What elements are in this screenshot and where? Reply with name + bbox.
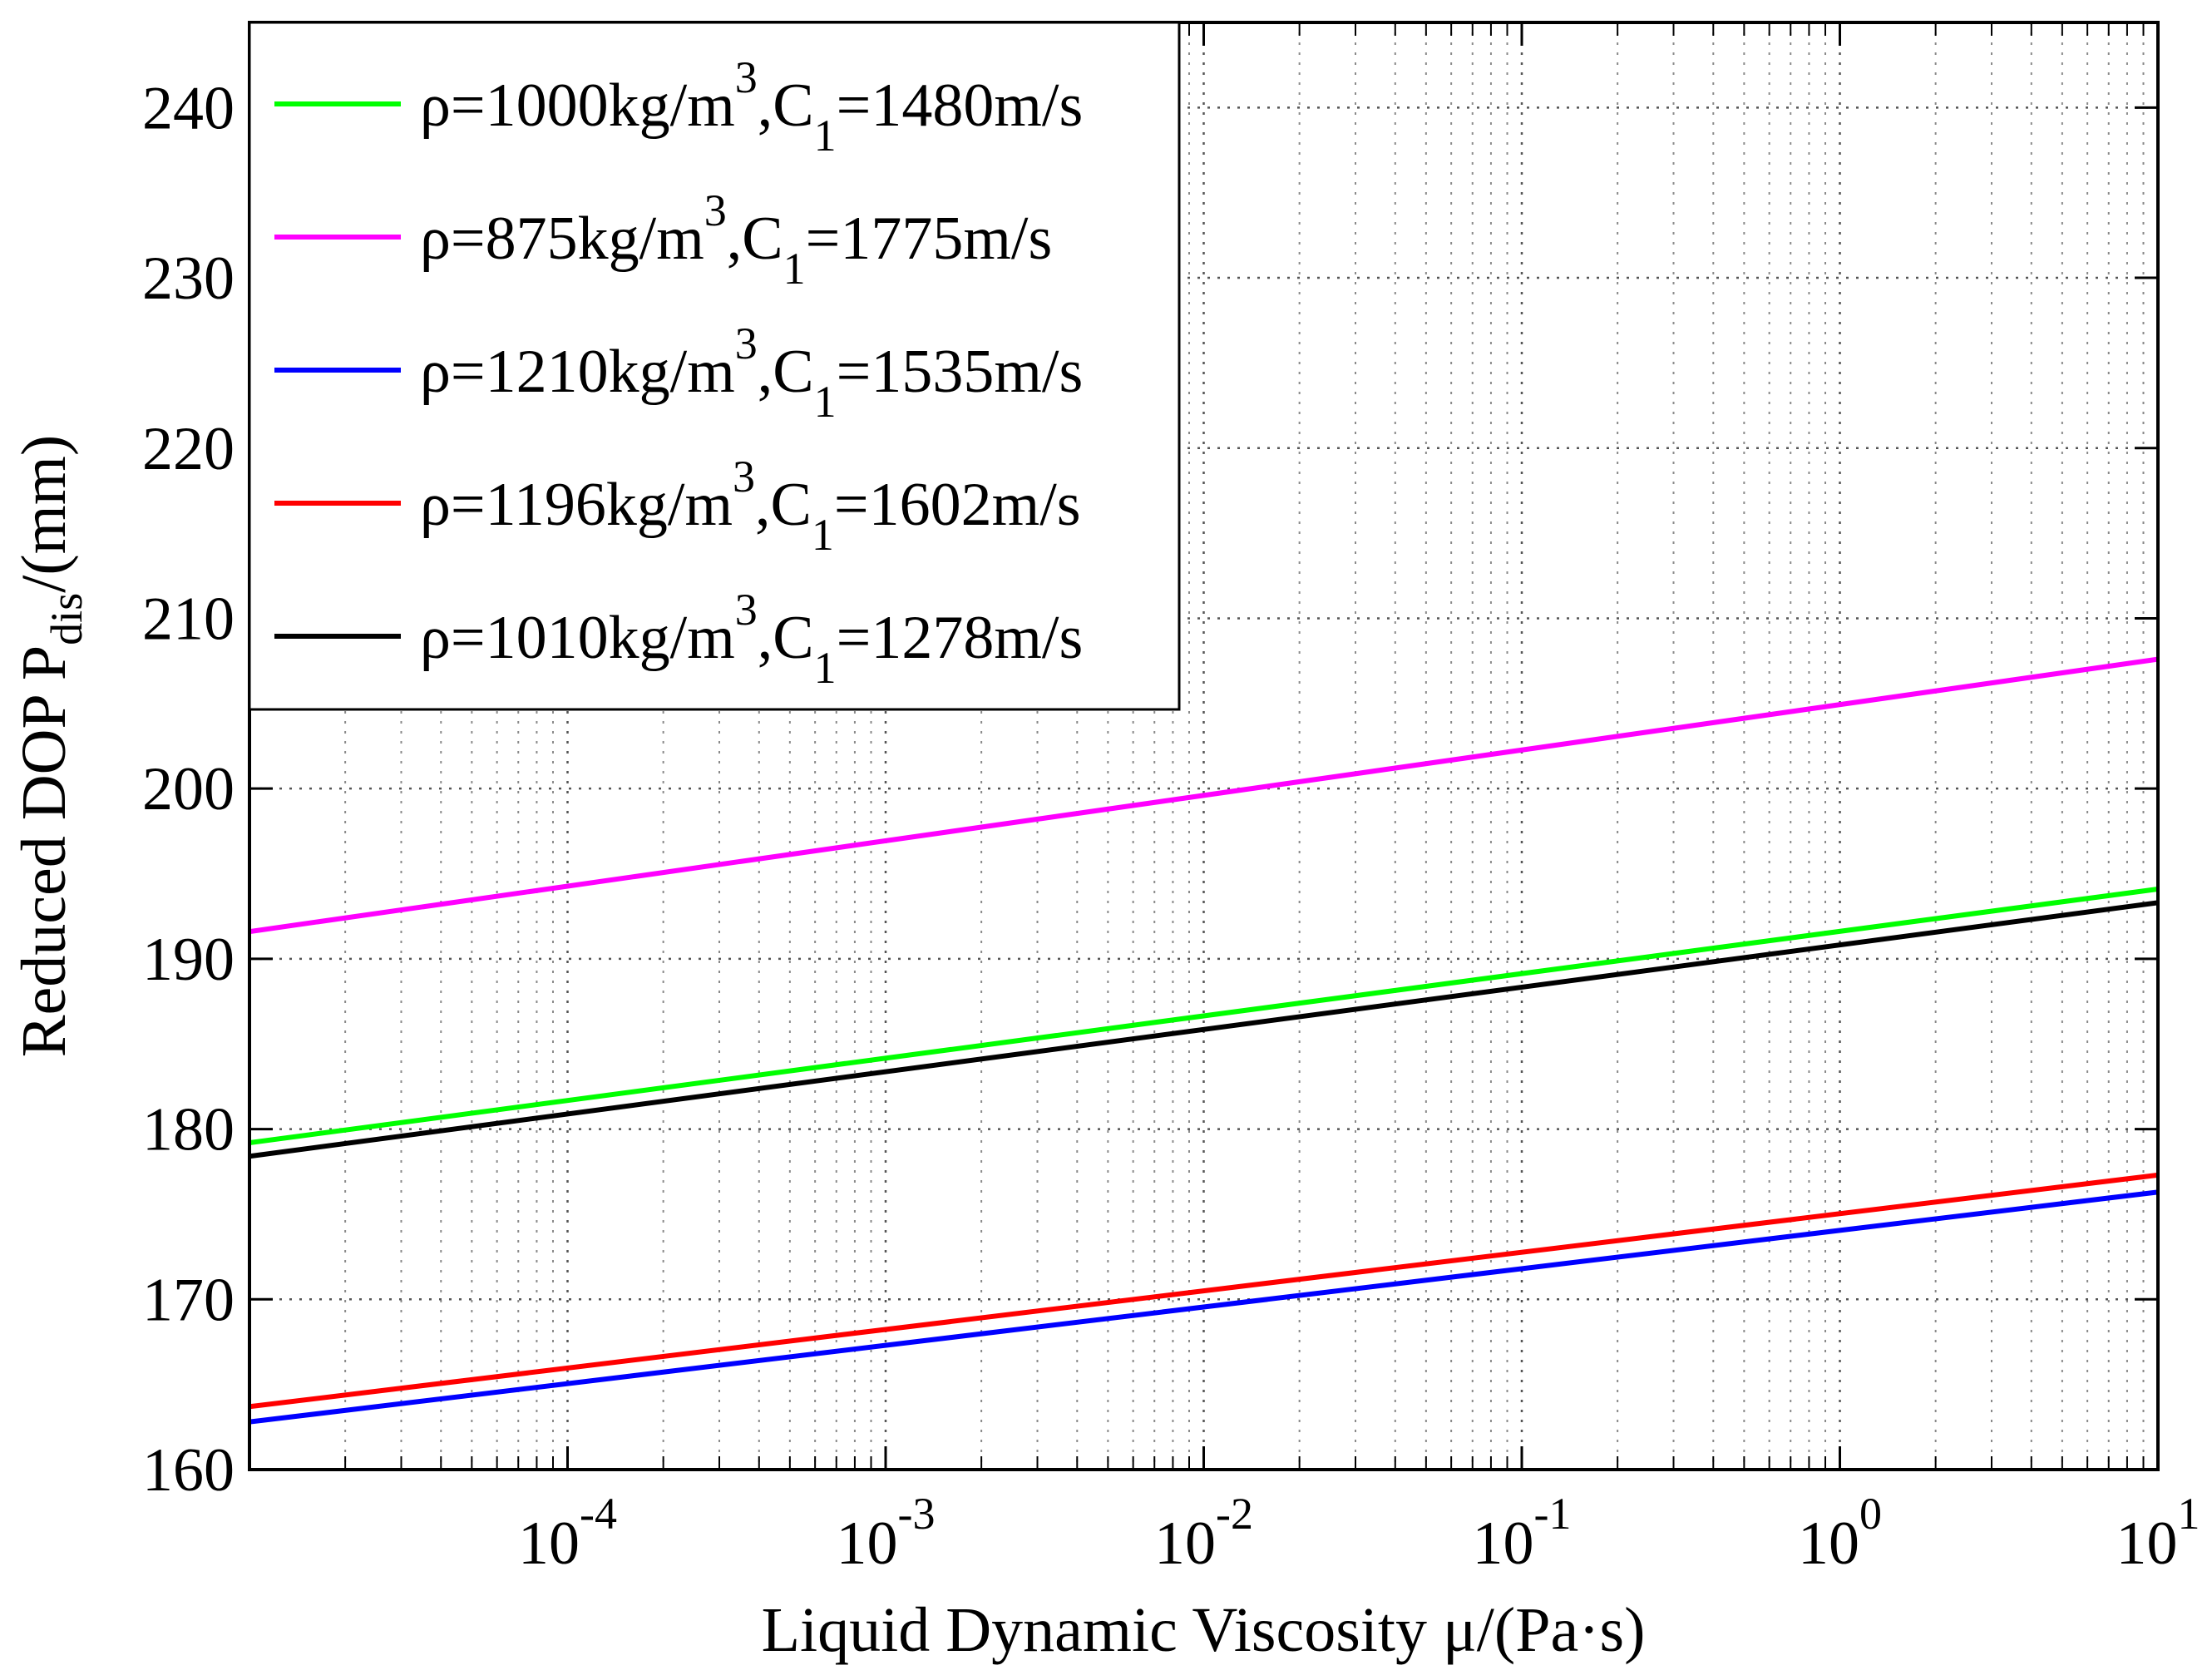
y-tick-label: 170 xyxy=(142,1266,235,1334)
legend-label: ρ=1010kg/m3,C1=1278m/s xyxy=(420,585,1083,693)
legend-label: ρ=1196kg/m3,C1=1602m/s xyxy=(420,452,1081,560)
x-tick-label: 10-4 xyxy=(518,1489,617,1578)
series-lines xyxy=(249,656,2158,1425)
legend-box xyxy=(248,21,1181,711)
y-tick-label: 190 xyxy=(142,926,235,994)
series-line xyxy=(249,656,2158,935)
x-tick-label: 10-1 xyxy=(1473,1489,1572,1578)
series-line xyxy=(249,1172,2158,1410)
x-tick-label: 10-2 xyxy=(1154,1489,1253,1578)
plot-area-frame xyxy=(248,21,2160,1471)
y-axis-title: Reduced DOP Pdis/(mm) xyxy=(9,435,91,1057)
y-tick-label: 230 xyxy=(142,245,235,313)
x-tick-labels: 10-4 10-3 10-2 10-1 100 101 xyxy=(518,1489,2200,1578)
series-line xyxy=(249,1189,2158,1425)
legend-label: ρ=1000kg/m3,C1=1480m/s xyxy=(420,52,1083,161)
y-axis-title-tail: /(mm) xyxy=(9,435,79,593)
y-tick-label: 160 xyxy=(142,1436,235,1505)
series-line xyxy=(249,900,2158,1159)
x-tick-label: 10-3 xyxy=(837,1489,936,1578)
x-tick-label: 100 xyxy=(1798,1489,1882,1578)
y-axis-title-subscript: dis xyxy=(42,593,91,645)
x-tick-label: 101 xyxy=(2116,1489,2200,1578)
legend-label: ρ=1210kg/m3,C1=1535m/s xyxy=(420,319,1083,427)
y-tick-label: 200 xyxy=(142,755,235,823)
y-axis-title-main: Reduced DOP P xyxy=(9,645,79,1057)
series-line xyxy=(249,887,2158,1145)
y-tick-label: 220 xyxy=(142,415,235,483)
legend-label: ρ=875kg/m3,C1=1775m/s xyxy=(420,185,1052,294)
svg-text:Reduced DOP Pdis/(mm): Reduced DOP Pdis/(mm) xyxy=(9,435,91,1057)
y-tick-labels: 160 170 180 190 200 210 220 230 240 xyxy=(142,74,235,1505)
x-axis-title: Liquid Dynamic Viscosity μ/(Pa·s) xyxy=(762,1595,1646,1665)
y-tick-label: 210 xyxy=(142,585,235,653)
legend: ρ=1000kg/m3,C1=1480m/s ρ=875kg/m3,C1=1775… xyxy=(248,21,1181,711)
y-tick-label: 240 xyxy=(142,74,235,142)
y-tick-label: 180 xyxy=(142,1096,235,1164)
